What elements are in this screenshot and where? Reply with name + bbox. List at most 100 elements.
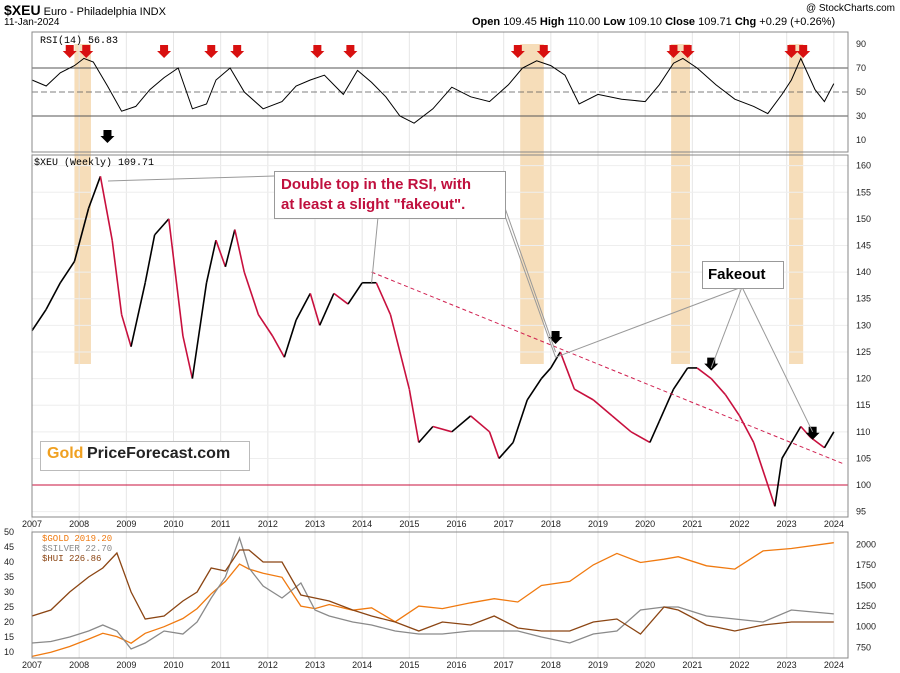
price-segment-23 bbox=[295, 293, 311, 321]
price-segment-38 bbox=[498, 441, 514, 459]
header-symbol-line: $XEU Euro - Philadelphia INDX bbox=[4, 2, 166, 18]
x-tick-price-2012: 2012 bbox=[258, 519, 278, 529]
price-segment-30 bbox=[389, 314, 401, 353]
site-logo: Gold PriceForecast.com bbox=[40, 441, 250, 471]
price-segment-45 bbox=[592, 399, 613, 417]
price-segment-52 bbox=[696, 367, 712, 380]
high-label: High bbox=[539, 16, 565, 28]
chg-value: +0.29 (+0.26%) bbox=[759, 16, 836, 28]
price-segment-63 bbox=[823, 431, 835, 449]
logo-rest: PriceForecast.com bbox=[87, 445, 231, 462]
rsi-ytick-30: 30 bbox=[856, 111, 866, 121]
price-segment-11 bbox=[154, 218, 170, 236]
x-tick-metals-2010: 2010 bbox=[163, 660, 183, 670]
price-panel: $XEU (Weekly) 109.71 bbox=[31, 157, 848, 507]
x-tick-metals-2014: 2014 bbox=[352, 660, 372, 670]
metals-ytick-left-30: 30 bbox=[4, 587, 14, 597]
rsi-title: RSI(14) 56.83 bbox=[40, 35, 118, 47]
grid-lines bbox=[31, 32, 848, 658]
callout-connector-a-2 bbox=[504, 215, 557, 358]
price-segment-35 bbox=[451, 415, 472, 433]
price-segment-58 bbox=[774, 458, 783, 507]
metals-ytick-right-2000: 2000 bbox=[856, 539, 876, 549]
rsi-line bbox=[31, 57, 835, 124]
price-segment-49 bbox=[658, 388, 675, 422]
price-segment-29 bbox=[375, 282, 392, 316]
price-segment-59 bbox=[781, 442, 793, 459]
price-segment-46 bbox=[611, 415, 632, 433]
metals-ytick-right-1750: 1750 bbox=[856, 560, 876, 570]
price-black-arrow-2 bbox=[805, 426, 820, 440]
rsi-frame bbox=[31, 31, 849, 153]
rsi-red-arrow-3 bbox=[204, 45, 219, 58]
price-segment-44 bbox=[574, 388, 594, 401]
x-tick-price-2015: 2015 bbox=[399, 519, 419, 529]
metals-legend-gold: $GOLD 2019.20 bbox=[42, 534, 112, 544]
x-tick-price-2023: 2023 bbox=[777, 519, 797, 529]
rsi-red-arrow-1 bbox=[79, 45, 94, 58]
rsi-red-arrow-6 bbox=[343, 45, 358, 58]
rsi-red-arrow-12 bbox=[796, 45, 811, 58]
x-tick-price-2017: 2017 bbox=[494, 519, 514, 529]
price-segment-16 bbox=[215, 239, 227, 268]
price-segment-24 bbox=[309, 293, 321, 326]
highlight-bands bbox=[74, 44, 804, 364]
price-segment-32 bbox=[408, 389, 420, 443]
price-segment-31 bbox=[399, 351, 411, 390]
callout-connectors bbox=[107, 175, 814, 433]
metals-ytick-right-750: 750 bbox=[856, 642, 871, 652]
price-segment-40 bbox=[526, 378, 543, 401]
x-tick-metals-2013: 2013 bbox=[305, 660, 325, 670]
price-ytick-145: 145 bbox=[856, 241, 871, 251]
metals-ytick-left-20: 20 bbox=[4, 617, 14, 627]
metals-ytick-left-40: 40 bbox=[4, 557, 14, 567]
price-segment-60 bbox=[790, 426, 802, 443]
chg-label: Chg bbox=[734, 16, 757, 28]
axes: 2007200720082008200920092010201020112011… bbox=[4, 31, 876, 670]
highlight-band-1 bbox=[520, 44, 544, 364]
price-segment-15 bbox=[205, 240, 217, 283]
price-frame bbox=[31, 154, 849, 518]
metals-panel: $GOLD 2019.20$SILVER 22.70$HUI 226.86 bbox=[31, 534, 834, 658]
price-segment-47 bbox=[630, 431, 651, 444]
rsi-ytick-70: 70 bbox=[856, 63, 866, 73]
metals-frame bbox=[31, 531, 849, 659]
metals-ytick-left-10: 10 bbox=[4, 647, 14, 657]
x-tick-metals-2020: 2020 bbox=[635, 660, 655, 670]
watermark: @ StockCharts.com bbox=[805, 3, 895, 14]
rsi-ytick-90: 90 bbox=[856, 39, 866, 49]
price-segment-34 bbox=[432, 425, 453, 433]
x-tick-metals-2018: 2018 bbox=[541, 660, 561, 670]
symbol: $XEU bbox=[4, 2, 41, 18]
price-ytick-155: 155 bbox=[856, 187, 871, 197]
date: 11-Jan-2024 bbox=[4, 17, 60, 28]
metals-ytick-left-25: 25 bbox=[4, 602, 14, 612]
metals-ytick-right-1500: 1500 bbox=[856, 581, 876, 591]
index-name: Euro - Philadelphia INDX bbox=[43, 6, 166, 18]
price-ytick-100: 100 bbox=[856, 480, 871, 490]
price-segment-19 bbox=[243, 271, 260, 315]
price-segment-53 bbox=[710, 378, 726, 396]
price-ytick-130: 130 bbox=[856, 320, 871, 330]
price-segment-48 bbox=[649, 420, 661, 443]
price-segment-8 bbox=[120, 314, 132, 347]
x-tick-price-2020: 2020 bbox=[635, 519, 655, 529]
callout-connector-b-0 bbox=[555, 286, 743, 358]
price-ytick-95: 95 bbox=[856, 507, 866, 517]
rsi-panel: RSI(14) 56.83 bbox=[31, 35, 848, 143]
price-segment-4 bbox=[73, 208, 90, 262]
x-tick-metals-2019: 2019 bbox=[588, 660, 608, 670]
price-segment-43 bbox=[559, 351, 576, 390]
metals-ytick-left-50: 50 bbox=[4, 527, 14, 537]
price-segment-10 bbox=[144, 234, 156, 283]
price-segment-2 bbox=[45, 282, 62, 310]
price-ytick-140: 140 bbox=[856, 267, 871, 277]
price-segment-54 bbox=[724, 394, 741, 417]
price-segment-26 bbox=[333, 292, 349, 305]
x-tick-metals-2008: 2008 bbox=[69, 660, 89, 670]
rsi-red-arrow-5 bbox=[310, 45, 325, 58]
x-tick-price-2014: 2014 bbox=[352, 519, 372, 529]
price-segment-17 bbox=[224, 229, 236, 267]
price-segment-9 bbox=[130, 282, 146, 347]
